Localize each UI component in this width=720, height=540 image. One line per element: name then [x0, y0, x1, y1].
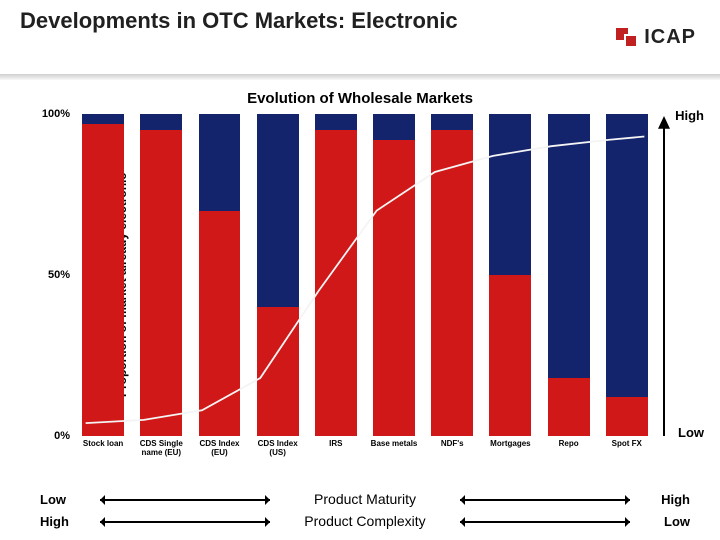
bar-segment-electronic — [315, 130, 357, 436]
slide-header: Developments in OTC Markets: Electronic … — [0, 0, 720, 80]
footer-right-label: High — [642, 492, 690, 507]
bar-segment-non-electronic — [199, 114, 241, 211]
x-label: Mortgages — [484, 436, 536, 458]
bar-segment-non-electronic — [489, 114, 531, 275]
chart-title: Evolution of Wholesale Markets — [14, 90, 706, 107]
logo-icon — [616, 28, 638, 48]
slide-title: Developments in OTC Markets: Electronic — [20, 8, 700, 34]
bar-segment-electronic — [606, 397, 648, 436]
footer-left-label: High — [40, 514, 88, 529]
bar-segment-non-electronic — [315, 114, 357, 130]
bar-segment-non-electronic — [140, 114, 182, 130]
axis-low-label: Low — [678, 425, 704, 440]
footer-center-label: Product Maturity — [314, 491, 416, 507]
bar-segment-non-electronic — [431, 114, 473, 130]
bar — [199, 114, 241, 436]
x-label: IRS — [310, 436, 362, 458]
bar-segment-electronic — [257, 307, 299, 436]
x-label: NDF's — [426, 436, 478, 458]
bar-segment-electronic — [199, 211, 241, 436]
arrow-icon — [460, 499, 630, 501]
footer-row: High Product Complexity Low — [40, 510, 690, 532]
bar — [548, 114, 590, 436]
bar-segment-electronic — [548, 378, 590, 436]
bar-segment-non-electronic — [82, 114, 124, 124]
chart: Evolution of Wholesale Markets High Low … — [14, 90, 706, 480]
footer-right-label: Low — [642, 514, 690, 529]
y-tick: 0% — [54, 430, 70, 442]
brand-logo: ICAP — [616, 26, 696, 49]
footer-center-label: Product Complexity — [304, 513, 425, 529]
axis-high-label: High — [675, 108, 704, 123]
x-label: Base metals — [368, 436, 420, 458]
bar-segment-electronic — [489, 275, 531, 436]
arrow-icon — [100, 499, 270, 501]
bar — [489, 114, 531, 436]
bar-segment-electronic — [140, 130, 182, 436]
bar-segment-non-electronic — [606, 114, 648, 397]
bar — [140, 114, 182, 436]
arrow-icon — [100, 521, 270, 523]
x-label: CDS Index (US) — [251, 436, 303, 458]
x-label: Spot FX — [601, 436, 653, 458]
bar — [431, 114, 473, 436]
bar — [373, 114, 415, 436]
plot-area: 100%50%0% Stock loanCDS Single name (EU)… — [74, 114, 656, 436]
bar — [606, 114, 648, 436]
header-divider — [0, 74, 720, 80]
x-label: CDS Index (EU) — [193, 436, 245, 458]
bar — [257, 114, 299, 436]
x-label: Stock loan — [77, 436, 129, 458]
x-label: Repo — [542, 436, 594, 458]
bar-segment-electronic — [82, 124, 124, 436]
x-axis-labels: Stock loan CDS Single name (EU) CDS Index … — [74, 436, 656, 458]
slide: { "header": { "title": "Developments in … — [0, 0, 720, 540]
right-axis-arrow-icon — [658, 116, 670, 436]
y-tick: 100% — [42, 108, 70, 120]
footer-left-label: Low — [40, 492, 88, 507]
bar-segment-electronic — [431, 130, 473, 436]
x-label: CDS Single name (EU) — [135, 436, 187, 458]
logo-text: ICAP — [644, 26, 696, 49]
bar-segment-electronic — [373, 140, 415, 436]
footer-axes: Low Product Maturity High High Product Compl… — [40, 488, 690, 532]
bar — [82, 114, 124, 436]
bar-segment-non-electronic — [373, 114, 415, 140]
bar-segment-non-electronic — [257, 114, 299, 307]
arrow-icon — [460, 521, 630, 523]
footer-center: Product Complexity — [100, 513, 630, 529]
bar — [315, 114, 357, 436]
footer-center: Product Maturity — [100, 491, 630, 507]
footer-row: Low Product Maturity High — [40, 488, 690, 510]
bar-series — [74, 114, 656, 436]
y-ticks: 100%50%0% — [34, 114, 70, 436]
y-tick: 50% — [48, 269, 70, 281]
bar-segment-non-electronic — [548, 114, 590, 378]
